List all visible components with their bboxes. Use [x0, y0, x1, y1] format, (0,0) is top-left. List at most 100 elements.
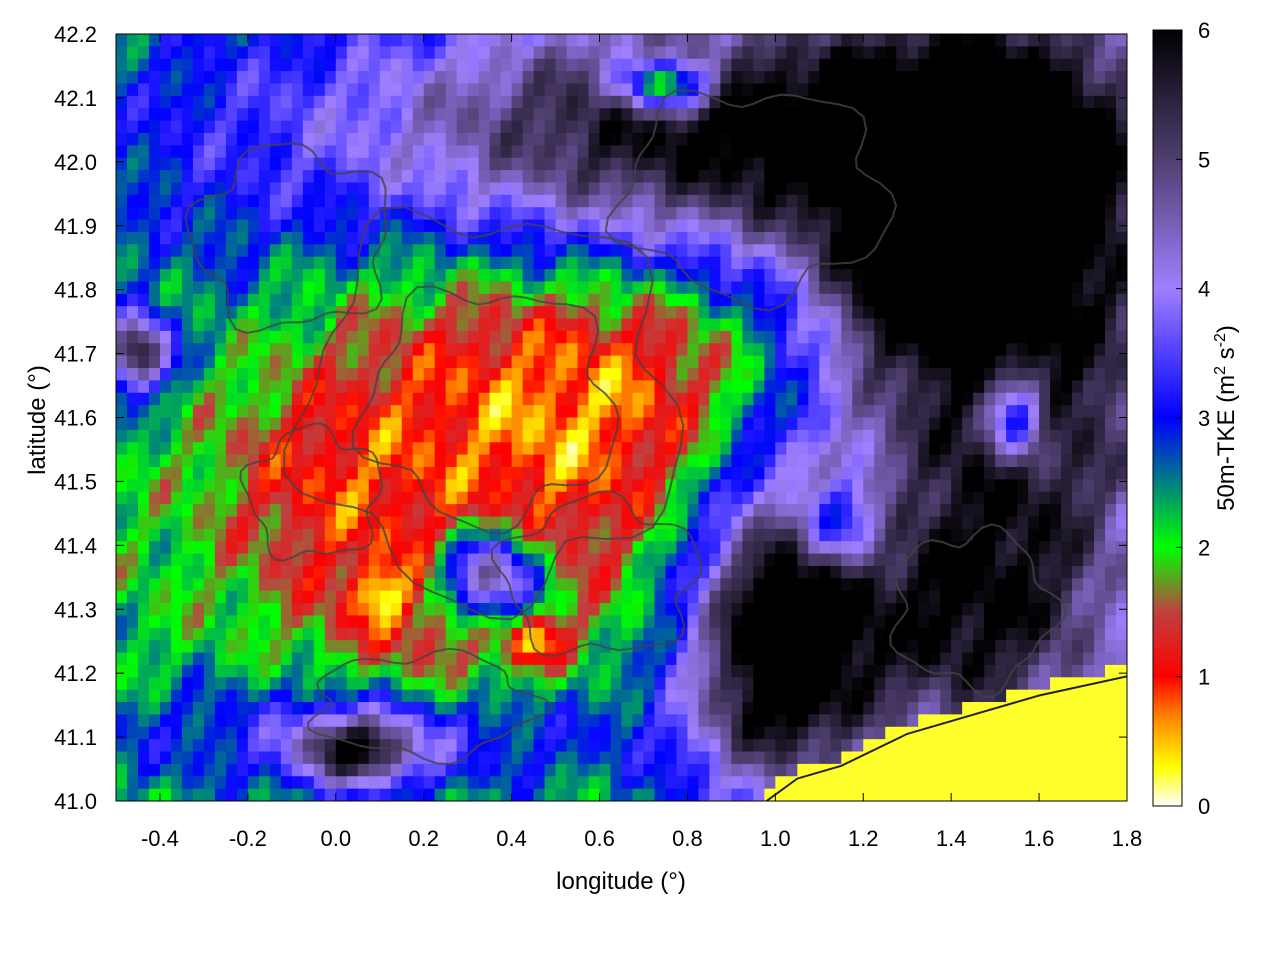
heatmap-cell [599, 120, 612, 134]
heatmap-cell [500, 58, 513, 72]
heatmap-cell [577, 46, 590, 60]
heatmap-cell [302, 343, 315, 357]
heatmap-cell [324, 504, 337, 518]
heatmap-cell [764, 405, 776, 419]
heatmap-cell [280, 491, 293, 505]
heatmap-cell [489, 355, 502, 369]
heatmap-cell [181, 207, 194, 221]
heatmap-cell [885, 256, 897, 270]
heatmap-cell [852, 504, 864, 518]
heatmap-cell [885, 108, 897, 122]
heatmap-cell [874, 590, 886, 604]
heatmap-cell [423, 231, 436, 245]
heatmap-cell [676, 120, 689, 134]
heatmap-cell [709, 590, 721, 604]
heatmap-cell [885, 664, 897, 678]
heatmap-cell [951, 120, 963, 134]
heatmap-cell [1050, 627, 1062, 641]
heatmap-cell [621, 417, 634, 431]
heatmap-cell [588, 504, 601, 518]
heatmap-cell [676, 219, 689, 233]
heatmap-cell [588, 194, 601, 208]
heatmap-cell [676, 565, 689, 579]
heatmap-cell [819, 281, 831, 295]
heatmap-cell [709, 652, 721, 666]
heatmap-cell [214, 182, 227, 196]
heatmap-cell [236, 528, 249, 542]
heatmap-cell [753, 343, 765, 357]
heatmap-cell [621, 553, 634, 567]
heatmap-cell [1116, 504, 1127, 518]
heatmap-cell [819, 491, 831, 505]
heatmap-cell [368, 392, 381, 406]
heatmap-cell [907, 306, 919, 320]
heatmap-cell [247, 157, 260, 171]
heatmap-cell [302, 182, 315, 196]
heatmap-cell [390, 553, 403, 567]
heatmap-cell [775, 355, 787, 369]
heatmap-cell [170, 615, 183, 629]
heatmap-cell [170, 343, 183, 357]
heatmap-cell [588, 318, 601, 332]
heatmap-cell [500, 269, 513, 283]
heatmap-cell [379, 71, 392, 85]
heatmap-cell [621, 565, 634, 579]
heatmap-cell [742, 368, 754, 381]
heatmap-cell [577, 34, 590, 47]
heatmap-cell [456, 454, 469, 468]
heatmap-cell [951, 108, 963, 122]
heatmap-cell [588, 231, 601, 245]
heatmap-cell [390, 231, 403, 245]
heatmap-cell [742, 664, 754, 678]
heatmap-cell [379, 293, 392, 307]
heatmap-cell [181, 269, 194, 283]
heatmap-cell [159, 182, 172, 196]
heatmap-cell [709, 293, 721, 307]
heatmap-cell [830, 479, 842, 493]
heatmap-cell [973, 627, 985, 641]
heatmap-cell [709, 615, 721, 629]
heatmap-cell [808, 293, 820, 307]
heatmap-cell [665, 120, 678, 134]
heatmap-cell [698, 343, 711, 357]
heatmap-cell [588, 145, 601, 159]
heatmap-cell [1105, 590, 1117, 604]
heatmap-cell [225, 343, 238, 357]
heatmap-cell [192, 442, 205, 456]
heatmap-cell [1094, 219, 1106, 233]
heatmap-cell [709, 244, 721, 258]
heatmap-cell [1094, 405, 1106, 419]
heatmap-cell [280, 120, 293, 134]
heatmap-cell [918, 58, 930, 72]
heatmap-cell [1006, 442, 1018, 456]
heatmap-cell [1028, 516, 1040, 530]
heatmap-cell [192, 83, 205, 97]
heatmap-cell [126, 145, 139, 159]
heatmap-cell [511, 306, 524, 320]
heatmap-cell [192, 95, 205, 109]
heatmap-cell [225, 466, 238, 480]
heatmap-cell [225, 702, 238, 715]
heatmap-cell [1050, 479, 1062, 493]
heatmap-cell [291, 194, 304, 208]
heatmap-cell [203, 256, 216, 270]
heatmap-cell [1050, 417, 1062, 431]
heatmap-cell [687, 207, 700, 221]
heatmap-cell [269, 466, 282, 480]
heatmap-cell [577, 442, 590, 456]
heatmap-cell [116, 46, 128, 60]
heatmap-cell [269, 491, 282, 505]
heatmap-cell [555, 281, 568, 295]
heatmap-cell [544, 293, 557, 307]
heatmap-cell [423, 120, 436, 134]
heatmap-cell [214, 702, 227, 715]
heatmap-cell [786, 516, 798, 530]
heatmap-cell [709, 405, 721, 419]
heatmap-cell [720, 590, 732, 604]
heatmap-cell [830, 504, 842, 518]
heatmap-cell [676, 528, 689, 542]
heatmap-cell [830, 330, 842, 344]
heatmap-cell [896, 231, 908, 245]
heatmap-cell [863, 46, 875, 60]
heatmap-cell [929, 145, 941, 159]
